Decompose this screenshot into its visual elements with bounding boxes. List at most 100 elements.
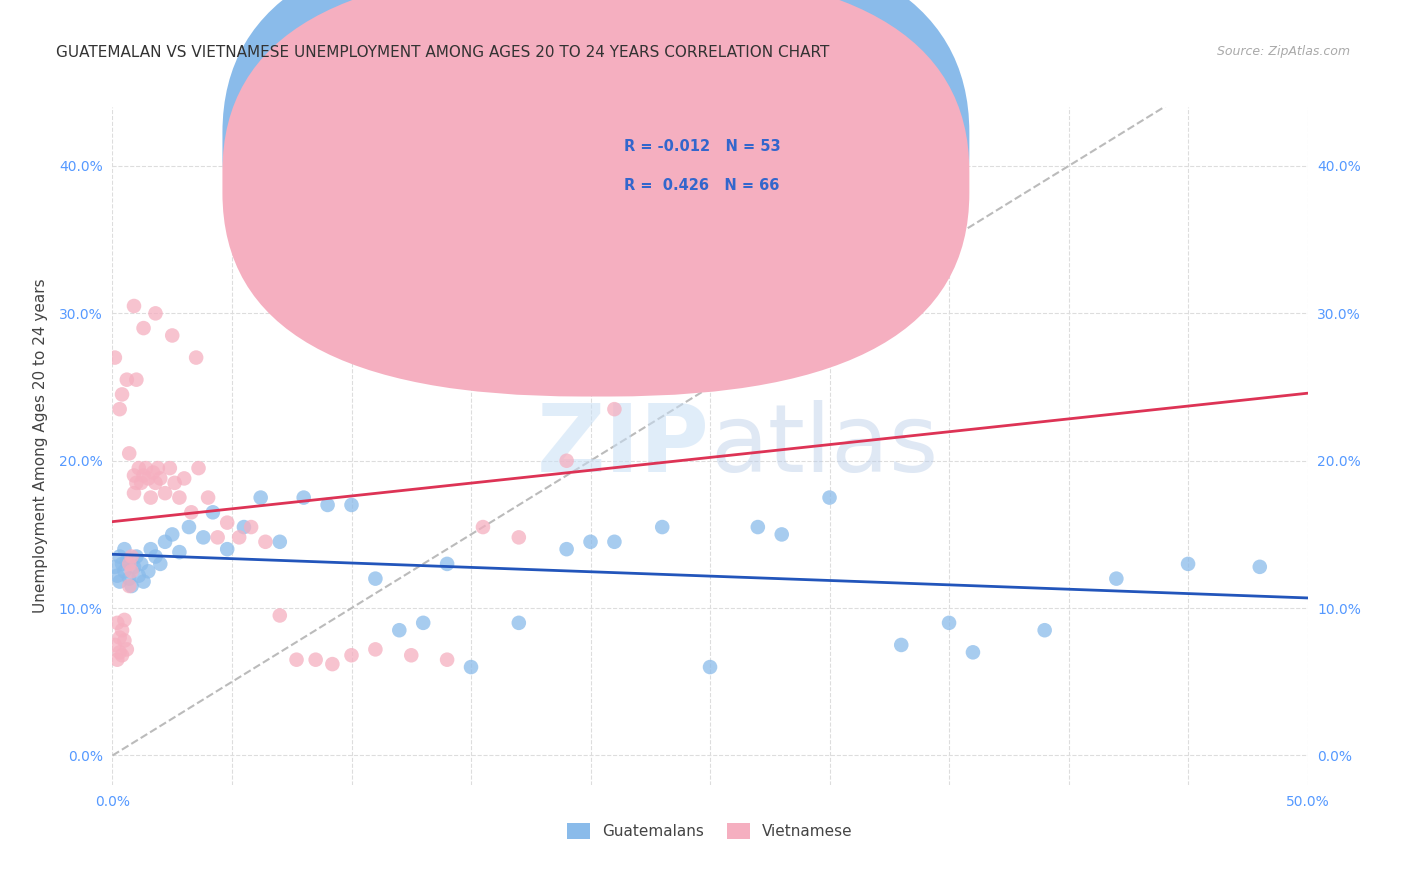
Point [122,486,145,500]
FancyBboxPatch shape [222,0,969,397]
Text: R = -0.012   N = 53: R = -0.012 N = 53 [624,139,780,153]
Point [436,557,458,571]
Point [818,491,841,505]
Point [201,505,224,519]
Point [162,328,183,343]
Point [217,542,239,557]
Point [145,549,167,564]
Point [121,549,143,564]
Point [664,351,686,365]
Point [114,542,135,557]
Point [149,471,172,485]
Point [197,491,219,505]
Point [460,660,482,674]
Point [436,653,458,667]
Point [108,574,131,589]
Point [115,373,138,387]
Point [508,530,530,544]
Point [269,608,291,623]
Point [699,660,721,674]
Point [186,351,208,365]
Point [114,564,135,578]
Point [132,321,155,335]
FancyBboxPatch shape [554,114,949,222]
Point [285,653,308,667]
Point [146,461,169,475]
Point [104,559,127,574]
Point [105,568,128,582]
Point [122,468,145,483]
Point [207,530,229,544]
Point [111,557,134,571]
Point [1033,624,1056,638]
Point [138,564,160,578]
Point [180,505,202,519]
Text: Source: ZipAtlas.com: Source: ZipAtlas.com [1216,45,1350,58]
Point [104,351,127,365]
Point [340,498,363,512]
Point [122,559,145,574]
Point [138,471,160,485]
Point [118,579,141,593]
Point [254,534,277,549]
Point [121,564,143,578]
Point [321,657,343,672]
Point [938,615,960,630]
Point [177,520,200,534]
Point [125,373,148,387]
Point [794,262,817,277]
Point [121,579,143,593]
Point [118,557,141,571]
Point [364,642,387,657]
Point [555,542,578,557]
Point [508,615,530,630]
Point [125,475,148,490]
Point [388,624,411,638]
Point [770,527,793,541]
Point [129,475,152,490]
Point [129,557,152,571]
Point [401,648,423,663]
Point [153,486,176,500]
Text: ZIP: ZIP [537,400,710,492]
Point [305,653,328,667]
Point [193,530,215,544]
Point [651,520,673,534]
Point [105,615,128,630]
Point [1249,559,1271,574]
Point [114,613,135,627]
Point [412,615,434,630]
Point [153,534,176,549]
Point [108,549,131,564]
Point [139,542,162,557]
Point [139,491,162,505]
Point [115,554,138,568]
Point [132,574,155,589]
Point [340,648,363,663]
Point [128,568,150,582]
Point [118,572,141,586]
Point [173,471,195,485]
Point [125,549,148,564]
Point [108,631,131,645]
Point [240,520,263,534]
Point [217,516,239,530]
Point [111,387,134,401]
Point [472,520,495,534]
Point [723,328,745,343]
Point [159,461,181,475]
Point [269,534,291,549]
Point [169,491,191,505]
Point [747,520,769,534]
Point [579,534,602,549]
Point [1105,572,1128,586]
Y-axis label: Unemployment Among Ages 20 to 24 years: Unemployment Among Ages 20 to 24 years [32,278,48,614]
Point [115,642,138,657]
Point [890,638,912,652]
Point [316,498,339,512]
Point [142,466,165,480]
FancyBboxPatch shape [222,0,969,358]
Point [108,645,131,659]
Point [603,534,626,549]
Legend: Guatemalans, Vietnamese: Guatemalans, Vietnamese [561,817,859,845]
